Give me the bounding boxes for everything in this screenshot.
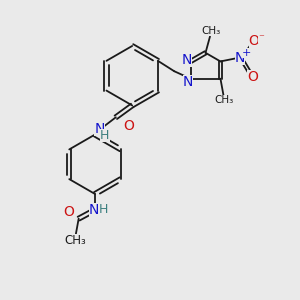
Text: N: N xyxy=(183,75,194,89)
Text: CH₃: CH₃ xyxy=(65,235,87,248)
Text: N: N xyxy=(94,122,105,136)
Text: N: N xyxy=(182,53,192,67)
Text: +: + xyxy=(242,48,251,58)
Text: N: N xyxy=(235,52,245,65)
Text: H: H xyxy=(99,203,108,216)
Text: O: O xyxy=(123,118,134,133)
Text: O: O xyxy=(249,34,260,48)
Text: O: O xyxy=(63,205,74,219)
Text: CH₃: CH₃ xyxy=(214,95,234,105)
Text: O: O xyxy=(247,70,258,84)
Text: H: H xyxy=(100,129,110,142)
Text: N: N xyxy=(88,203,99,217)
Text: ⁻: ⁻ xyxy=(258,33,264,43)
Text: CH₃: CH₃ xyxy=(201,26,220,36)
